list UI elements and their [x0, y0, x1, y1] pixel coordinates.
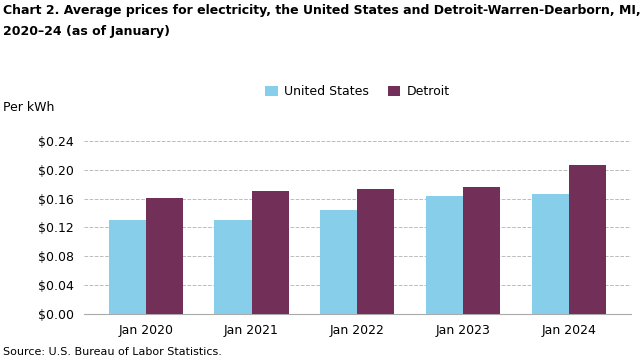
- Bar: [252, 191, 289, 314]
- Text: Per kWh: Per kWh: [3, 101, 55, 114]
- Bar: [569, 165, 606, 314]
- Bar: [214, 220, 252, 314]
- Bar: [426, 196, 463, 314]
- Legend: United States, Detroit: United States, Detroit: [260, 80, 455, 103]
- Bar: [357, 189, 395, 314]
- Bar: [463, 187, 500, 314]
- Text: 2020–24 (as of January): 2020–24 (as of January): [3, 25, 170, 38]
- Text: Source: U.S. Bureau of Labor Statistics.: Source: U.S. Bureau of Labor Statistics.: [3, 347, 222, 357]
- Bar: [532, 194, 569, 314]
- Bar: [320, 210, 357, 314]
- Text: Chart 2. Average prices for electricity, the United States and Detroit-Warren-De: Chart 2. Average prices for electricity,…: [3, 4, 641, 17]
- Bar: [146, 198, 183, 314]
- Bar: [109, 220, 146, 314]
